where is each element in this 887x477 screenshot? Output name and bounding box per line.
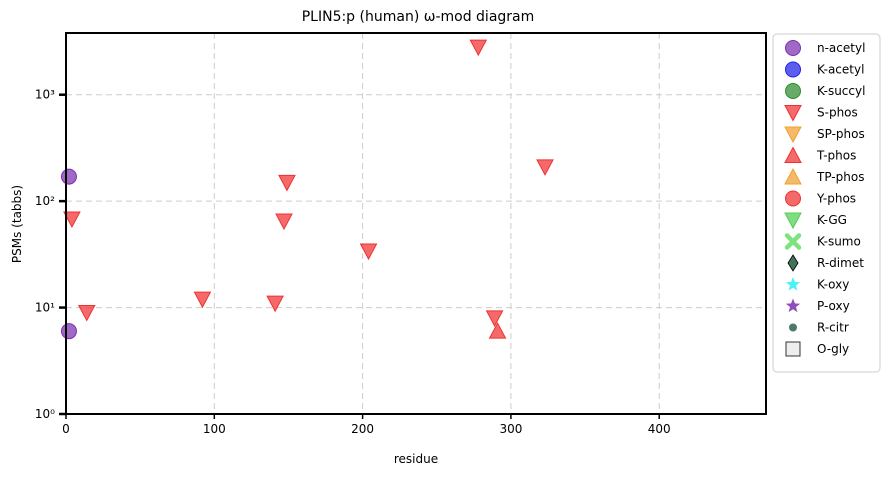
legend-marker-TP-phos [784,167,802,185]
legend-marker-K-GG [784,212,802,230]
point-S-phos [193,291,212,309]
legend-label-R-dimet: R-dimet [817,256,864,270]
y-tick-label: 10³ [35,88,55,102]
legend-label-P-oxy: P-oxy [817,299,850,313]
legend-label-K-GG: K-GG [817,213,847,227]
legend-label-K-succyl: K-succyl [817,84,865,98]
legend-label-SP-phos: SP-phos [817,127,865,141]
x-tick-label: 0 [62,422,70,436]
point-S-phos [536,159,554,176]
legend-label-O-gly: O-gly [817,342,849,356]
legend-marker-R-dimet [787,254,799,272]
point-S-phos [77,304,96,322]
point-n-acetyl [60,168,77,185]
point-S-phos [359,243,378,261]
legend-marker-S-phos [784,105,802,122]
legend-marker-Y-phos [785,190,801,207]
y-tick-label: 10⁰ [35,407,55,421]
point-n-acetyl [60,323,77,340]
x-tick-label: 200 [351,422,374,436]
x-tick-label: 100 [203,422,226,436]
point-T-phos [488,322,507,339]
point-S-phos [485,310,504,327]
legend-marker-O-gly [785,341,801,357]
legend-label-K-oxy: K-oxy [817,278,849,292]
legend-marker-R-citr [789,323,797,332]
legend-marker-K-oxy [785,277,801,291]
legend-label-n-acetyl: n-acetyl [817,41,865,55]
legend-marker-SP-phos [784,126,802,144]
y-axis-title: PSMs (tabbs) [10,185,24,263]
x-axis-ticks: 0 100 200 300 400 [62,414,671,436]
y-axis-ticks: 10⁰ 10¹ 10² 10³ [35,88,66,421]
point-S-phos [275,213,293,231]
legend-box [772,33,881,373]
legend: n-acetyl K-acetyl K-succyl S-phos SP-phos T-p… [772,33,881,373]
legend-entries: n-acetyl K-acetyl K-succyl S-phos SP-phos T-p… [784,40,865,357]
legend-marker-n-acetyl [785,40,801,56]
legend-marker-K-succyl [785,83,801,99]
legend-label-K-acetyl: K-acetyl [817,63,864,77]
legend-label-R-citr: R-citr [817,321,849,335]
point-S-phos [63,211,81,229]
legend-label-Y-phos: Y-phos [816,192,856,206]
legend-marker-T-phos [784,146,802,163]
legend-marker-K-sumo [784,233,802,250]
legend-label-S-phos: S-phos [817,106,858,120]
legend-label-K-sumo: K-sumo [817,235,861,249]
y-tick-label: 10¹ [35,301,55,315]
point-S-phos [469,39,488,57]
legend-marker-K-acetyl [785,61,801,78]
x-axis-title: residue [394,452,438,466]
data-points [60,39,554,340]
legend-label-T-phos: T-phos [816,149,856,163]
x-tick-label: 300 [499,422,522,436]
chart-title: PLIN5:p (human) ω-mod diagram [302,9,535,25]
plot-frame [65,32,767,415]
legend-marker-P-oxy [785,298,801,313]
y-tick-label: 10² [35,194,55,208]
gridlines [66,33,766,414]
x-tick-label: 400 [648,422,671,436]
point-S-phos [278,174,296,192]
point-S-phos [266,295,284,313]
legend-label-TP-phos: TP-phos [816,170,864,184]
